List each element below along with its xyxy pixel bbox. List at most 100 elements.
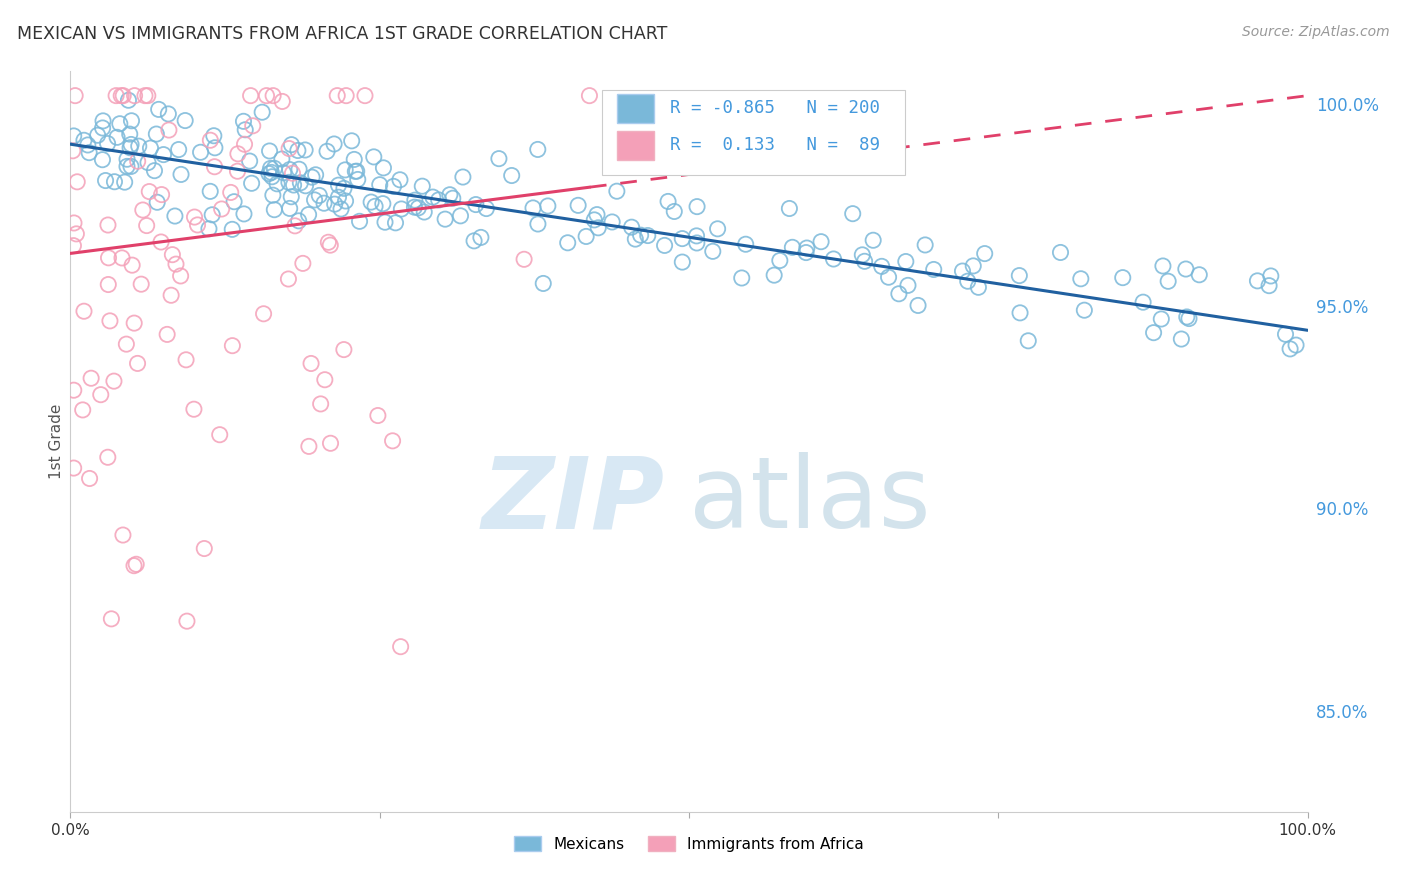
- Point: [86, 128, 108, 143]
- Point: [169, 268, 191, 283]
- Point: [624, 232, 647, 246]
- Point: [160, 288, 183, 302]
- Point: [778, 202, 800, 216]
- Point: [146, 195, 169, 210]
- Point: [364, 199, 387, 213]
- Point: [200, 185, 222, 199]
- Point: [340, 134, 363, 148]
- Point: [769, 253, 792, 268]
- Point: [250, 105, 273, 120]
- Point: [335, 194, 357, 208]
- Point: [371, 196, 394, 211]
- Point: [335, 162, 357, 177]
- Point: [80, 371, 103, 385]
- Point: [686, 235, 709, 250]
- Point: [382, 179, 405, 194]
- Point: [221, 339, 243, 353]
- Point: [794, 245, 817, 260]
- Point: [654, 238, 676, 252]
- Point: [233, 137, 256, 152]
- Point: [176, 614, 198, 628]
- Point: [304, 168, 326, 182]
- Point: [651, 147, 673, 161]
- Point: [367, 409, 389, 423]
- Point: [294, 143, 316, 157]
- Point: [105, 88, 128, 103]
- Point: [259, 161, 281, 176]
- Bar: [617, 94, 654, 123]
- Point: [138, 185, 160, 199]
- Point: [323, 136, 346, 151]
- Point: [262, 188, 284, 202]
- Point: [221, 222, 243, 236]
- Point: [278, 202, 301, 216]
- Point: [157, 107, 180, 121]
- Point: [470, 230, 492, 244]
- Point: [280, 137, 302, 152]
- Point: [62, 144, 84, 158]
- Point: [1260, 268, 1282, 283]
- Point: [91, 153, 114, 167]
- Point: [143, 163, 166, 178]
- Point: [211, 202, 233, 216]
- Point: [1246, 274, 1268, 288]
- Point: [810, 235, 832, 249]
- Point: [973, 246, 995, 260]
- Point: [260, 165, 283, 179]
- Point: [114, 175, 136, 189]
- Point: [240, 176, 263, 190]
- Point: [115, 153, 138, 167]
- Point: [671, 231, 693, 245]
- Point: [97, 136, 120, 151]
- Point: [1142, 326, 1164, 340]
- Point: [193, 541, 215, 556]
- Point: [408, 201, 430, 215]
- Point: [259, 144, 281, 158]
- Point: [284, 219, 307, 233]
- Point: [120, 141, 142, 155]
- Point: [451, 169, 474, 184]
- Point: [319, 436, 342, 450]
- Point: [170, 168, 193, 182]
- Point: [575, 229, 598, 244]
- Point: [174, 352, 197, 367]
- Point: [1152, 259, 1174, 273]
- Point: [63, 88, 86, 103]
- Point: [280, 190, 302, 204]
- Point: [127, 356, 149, 370]
- Point: [112, 88, 135, 103]
- Point: [97, 218, 120, 232]
- Point: [278, 142, 301, 156]
- Point: [427, 193, 450, 207]
- Point: [922, 262, 945, 277]
- Point: [66, 175, 89, 189]
- Point: [1112, 270, 1135, 285]
- Point: [316, 145, 339, 159]
- Point: [301, 170, 323, 185]
- Point: [870, 260, 893, 274]
- Text: ZIP: ZIP: [481, 452, 664, 549]
- Point: [108, 117, 131, 131]
- Point: [441, 191, 464, 205]
- Point: [620, 220, 643, 235]
- Y-axis label: 1st Grade: 1st Grade: [49, 404, 63, 479]
- Point: [291, 256, 314, 270]
- Point: [731, 271, 754, 285]
- Point: [630, 228, 652, 243]
- Point: [152, 147, 174, 161]
- Point: [281, 166, 304, 180]
- Point: [606, 184, 628, 198]
- Point: [222, 194, 245, 209]
- Point: [671, 255, 693, 269]
- Point: [271, 95, 294, 109]
- Point: [796, 241, 818, 255]
- Point: [527, 217, 550, 231]
- Point: [287, 214, 309, 228]
- Point: [91, 114, 114, 128]
- Point: [148, 103, 170, 117]
- Point: [333, 181, 356, 195]
- Point: [115, 160, 138, 174]
- Point: [124, 88, 146, 103]
- Point: [79, 471, 101, 485]
- Point: [967, 280, 990, 294]
